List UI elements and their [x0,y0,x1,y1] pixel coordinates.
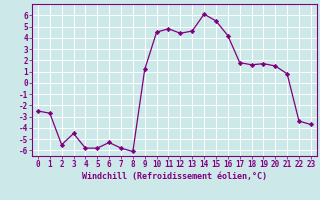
X-axis label: Windchill (Refroidissement éolien,°C): Windchill (Refroidissement éolien,°C) [82,172,267,181]
